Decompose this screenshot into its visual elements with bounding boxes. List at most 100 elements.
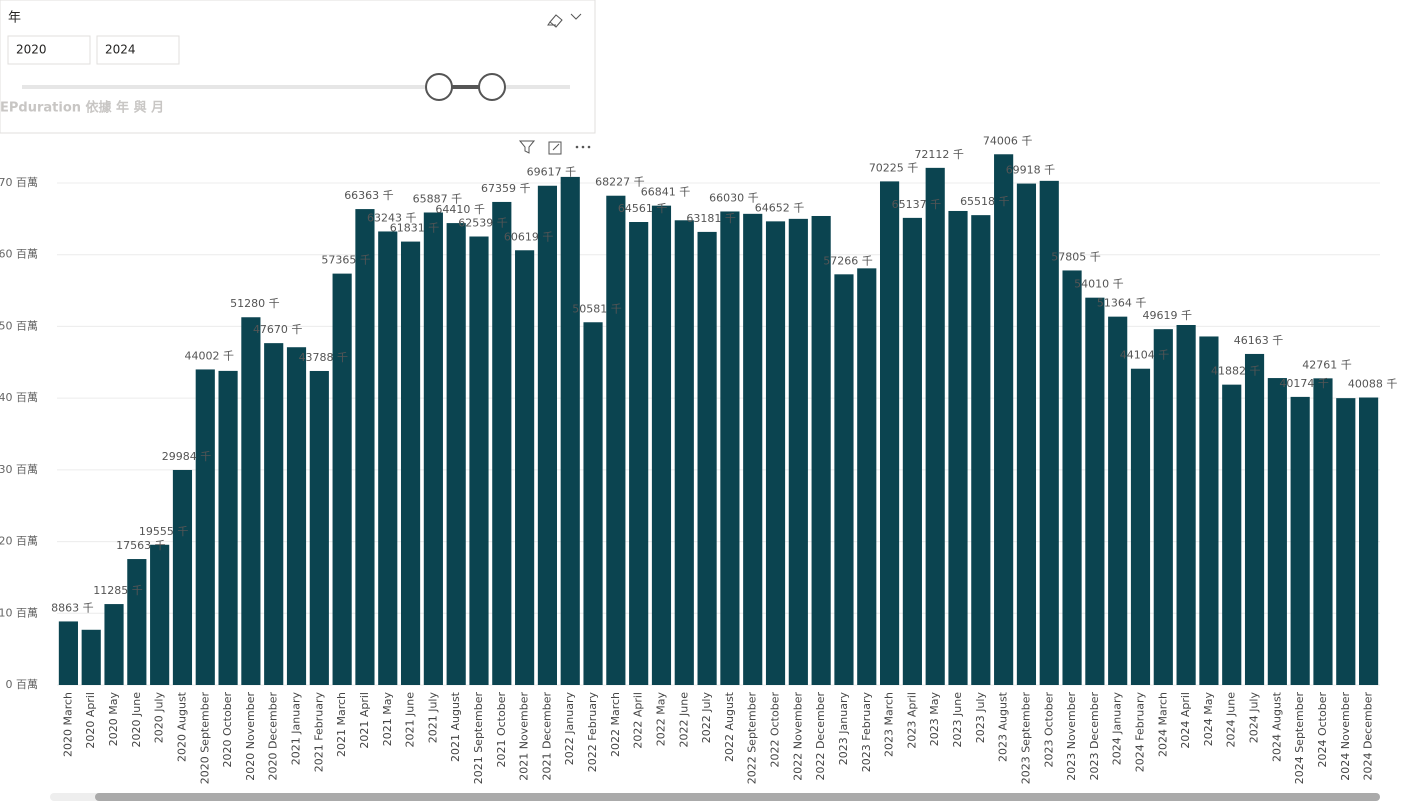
x-tick-label: 2024 February: [1133, 692, 1146, 773]
bar: [1336, 398, 1356, 685]
x-tick-label: 2020 March: [61, 692, 74, 757]
x-tick-label: 2021 November: [518, 692, 531, 781]
value-label: 57805 千: [1051, 250, 1101, 263]
x-tick-label: 2021 July: [426, 692, 439, 744]
value-label: 19555 千: [139, 525, 189, 538]
x-tick-label: 2021 June: [404, 692, 417, 748]
bar: [1153, 329, 1173, 685]
x-tick-label: 2020 October: [221, 692, 234, 768]
value-label: 49619 千: [1143, 309, 1193, 322]
value-label: 64410 千: [435, 203, 485, 216]
value-label: 46163 千: [1234, 334, 1284, 347]
y-tick-label: 0 百萬: [6, 678, 39, 691]
value-label: 57266 千: [823, 254, 873, 267]
value-label: 66363 千: [344, 189, 394, 202]
value-label: 69918 千: [1006, 164, 1056, 177]
bar: [537, 185, 558, 686]
x-tick-label: 2024 October: [1316, 692, 1329, 768]
bar: [378, 231, 398, 685]
scrollbar-thumb[interactable]: [95, 793, 1380, 801]
value-label: 62539 千: [458, 217, 508, 230]
value-label: 51280 千: [230, 297, 280, 310]
value-label: 42761 千: [1302, 358, 1352, 371]
end-input[interactable]: [96, 35, 180, 65]
x-tick-label: 2022 February: [586, 692, 599, 773]
value-label: 8863 千: [51, 601, 94, 614]
bar: [606, 195, 626, 685]
x-tick-label: 2021 December: [540, 692, 553, 781]
x-tick-label: 2020 May: [107, 692, 120, 747]
value-label: 64652 千: [755, 201, 805, 214]
value-label: 65887 千: [413, 192, 463, 205]
x-tick-label: 2021 May: [381, 692, 394, 747]
x-tick-label: 2024 June: [1225, 692, 1238, 748]
bar: [355, 209, 375, 685]
clear-icon[interactable]: [547, 14, 563, 28]
bar: [1062, 270, 1082, 685]
dropdown-icon[interactable]: [570, 13, 582, 20]
bar: [469, 236, 489, 685]
start-input[interactable]: [7, 35, 91, 65]
x-tick-label: 2021 September: [472, 692, 485, 785]
x-tick-label: 2024 September: [1293, 692, 1306, 785]
bar: [1244, 353, 1265, 685]
x-tick-label: 2022 September: [746, 692, 759, 785]
bar: [81, 629, 101, 685]
bar: [264, 343, 284, 685]
bar: [1290, 396, 1310, 685]
y-tick-label: 10 百萬: [0, 606, 38, 619]
bar: [788, 218, 808, 685]
x-tick-label: 2024 August: [1270, 691, 1283, 762]
bar: [902, 217, 922, 685]
x-tick-label: 2024 January: [1111, 692, 1124, 766]
end-value: 2024: [105, 43, 136, 57]
value-label: 60619 千: [504, 230, 554, 243]
bar: [58, 621, 78, 685]
x-tick-label: 2022 June: [677, 692, 690, 748]
bar: [1359, 397, 1379, 685]
focus-icon[interactable]: [548, 141, 562, 155]
x-tick-label: 2020 November: [244, 692, 257, 781]
bar: [400, 241, 421, 685]
value-label: 47670 千: [253, 323, 303, 336]
bar: [150, 544, 170, 685]
slider-handle-end[interactable]: [478, 73, 506, 101]
bar: [492, 201, 512, 685]
value-label: 29984 千: [162, 450, 212, 463]
value-label: 67359 千: [481, 182, 531, 195]
x-tick-label: 2021 March: [335, 692, 348, 757]
x-tick-label: 2020 August: [175, 691, 188, 762]
value-label: 40174 千: [1279, 377, 1329, 390]
value-label: 41882 千: [1211, 365, 1261, 378]
x-tick-label: 2023 January: [837, 692, 850, 766]
x-tick-label: 2020 June: [130, 692, 143, 748]
x-tick-label: 2024 December: [1362, 692, 1375, 781]
filter-icon[interactable]: [518, 140, 536, 154]
x-tick-label: 2021 January: [290, 692, 303, 766]
x-tick-label: 2023 February: [860, 692, 873, 773]
bar: [743, 213, 763, 685]
value-label: 57365 千: [321, 254, 371, 267]
start-value: 2020: [16, 43, 47, 57]
x-tick-label: 2024 April: [1179, 692, 1192, 749]
x-tick-label: 2022 May: [654, 692, 667, 747]
bar: [857, 268, 877, 685]
value-label: 51364 千: [1097, 297, 1147, 310]
x-tick-label: 2020 December: [267, 692, 280, 781]
bar: [127, 559, 147, 685]
x-tick-label: 2023 September: [1019, 692, 1032, 785]
bar: [720, 211, 740, 685]
value-label: 74006 千: [983, 134, 1033, 147]
bar: [925, 167, 945, 685]
slider-handle-start[interactable]: [425, 73, 453, 101]
x-tick-label: 2022 August: [723, 691, 736, 762]
bar: [195, 369, 215, 685]
value-label: 66841 千: [641, 186, 691, 199]
value-label: 65518 千: [960, 195, 1010, 208]
value-label: 68227 千: [595, 176, 645, 189]
bar: [1039, 180, 1059, 685]
more-icon[interactable]: [575, 145, 591, 149]
x-tick-label: 2023 April: [905, 692, 918, 749]
